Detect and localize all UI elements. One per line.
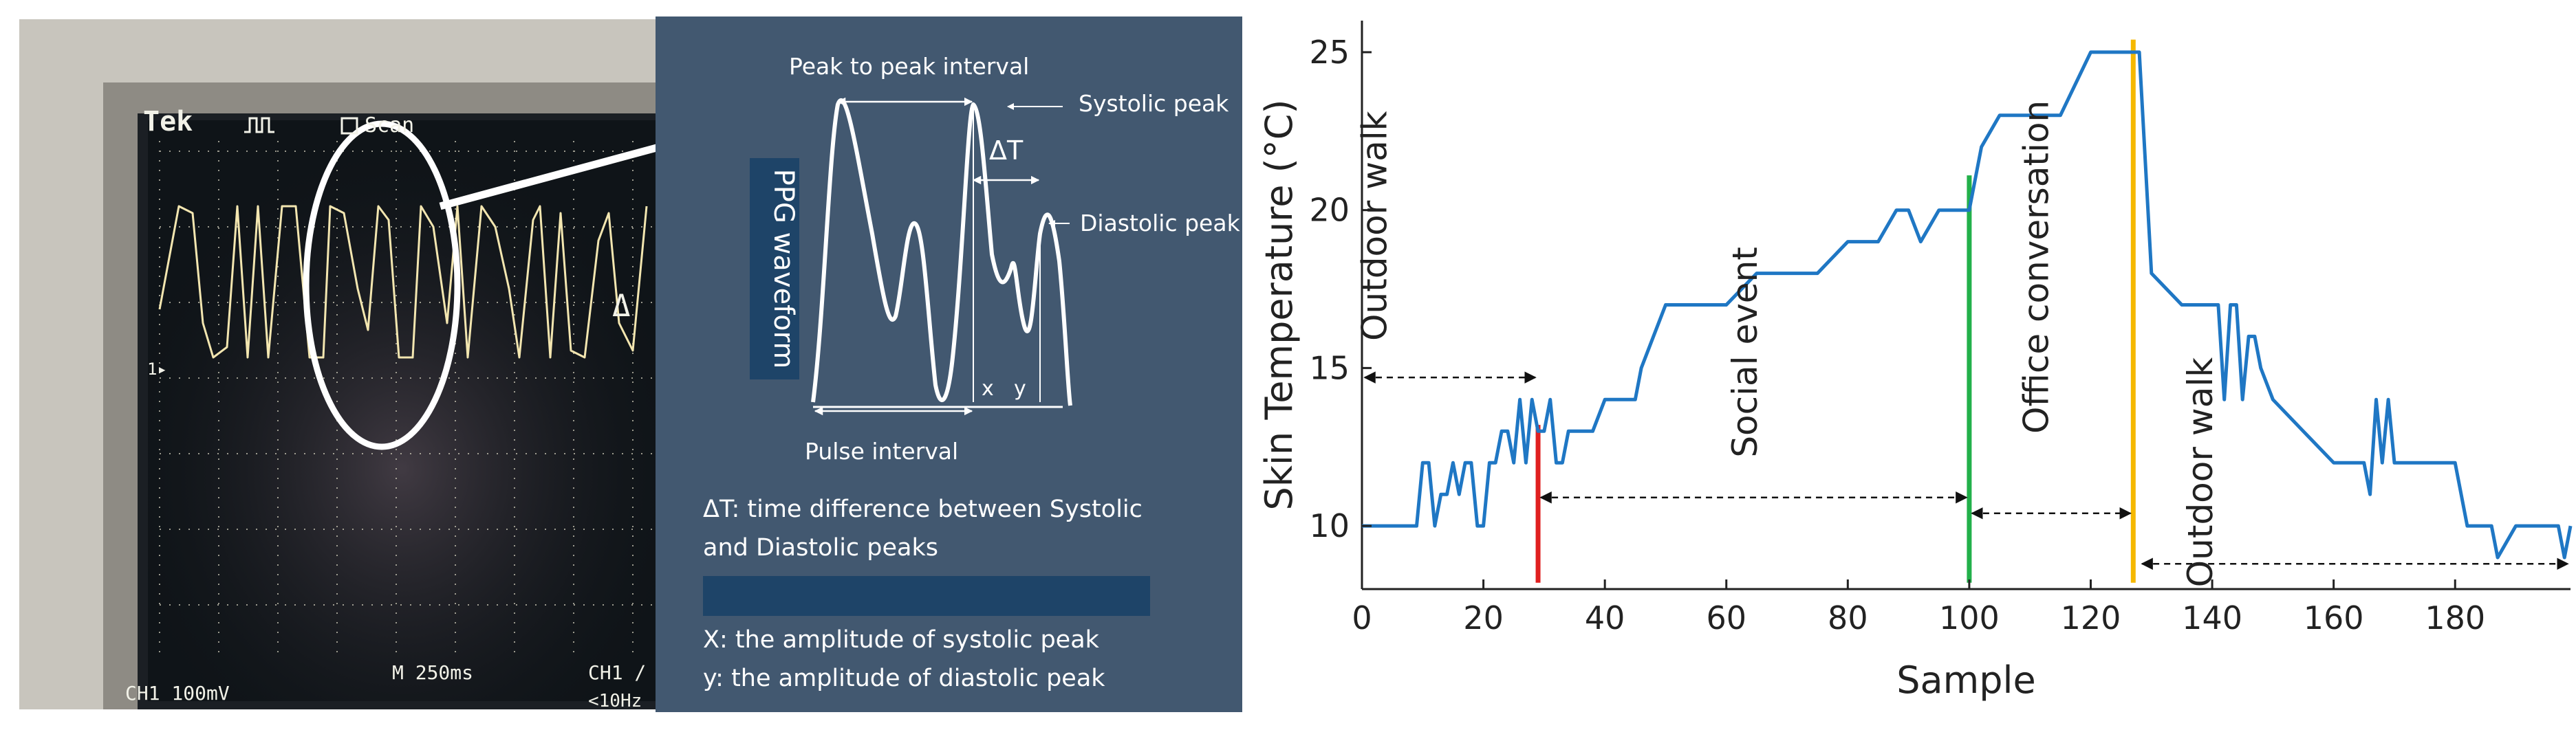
- phase-annotations: Outdoor walk Social event Office conversat…: [1354, 100, 2569, 587]
- x-tick-label: 180: [2425, 599, 2485, 637]
- screen-glare: [148, 120, 656, 701]
- delta-t-label: ΔT: [989, 135, 1024, 166]
- callout-arrow-shaft: [439, 133, 696, 210]
- y-tick-label: 20: [1309, 192, 1350, 229]
- y-tick-label: 10: [1309, 507, 1350, 544]
- desc-delta-line2: and Diastolic peaks: [703, 534, 938, 562]
- phase-label: Outdoor walk: [1354, 111, 1394, 340]
- ppg-title-box: [750, 158, 799, 379]
- oscilloscope-photo: Tek Scan 1▸ Δ CH1 100mV M 250ms CH1 ∕ <1…: [19, 19, 712, 711]
- phase-label: Office conversation: [2017, 100, 2057, 434]
- scan-checkbox-icon: [340, 117, 358, 135]
- scope-timebase: M 250ms: [392, 661, 473, 684]
- scope-trigger: CH1 ∕: [588, 661, 646, 684]
- x-axis-label: Sample: [1896, 659, 2035, 702]
- x-tick-label: 120: [2061, 599, 2121, 637]
- x-tick-label: 100: [1939, 599, 2000, 637]
- y-tick-label: 25: [1309, 34, 1350, 71]
- ppg-title: PPG waveform: [768, 169, 799, 369]
- phase-label: Outdoor walk: [2180, 357, 2220, 587]
- peak-to-peak-label: Peak to peak interval: [789, 53, 1029, 80]
- x-label: x: [982, 377, 994, 401]
- x-tick-label: 80: [1828, 599, 1868, 637]
- desc-delta-line1: ΔT: time difference between Systolic: [703, 496, 1143, 523]
- tick-labels: 0 20 40 60 80 100 120 140 160 180 10 15 20 25: [1309, 34, 2485, 637]
- ppg-diagram: PPG waveform Peak to peak interval Systo…: [656, 16, 1242, 712]
- scope-brand: Tek: [143, 106, 193, 137]
- x-tick-label: 0: [1352, 599, 1372, 637]
- ppg-waveform-curve: [811, 98, 1072, 406]
- skin-temperature-line: [1362, 50, 2573, 560]
- pulse-interval-label: Pulse interval: [805, 438, 958, 465]
- skin-temperature-chart: Outdoor walk Social event Office conversat…: [1257, 21, 2573, 702]
- chart-axes: [1361, 21, 2570, 590]
- series-group: [1362, 50, 2573, 560]
- systolic-peak-label: Systolic peak: [1079, 90, 1229, 117]
- x-tick-label: 60: [1706, 599, 1746, 637]
- event-markers: [1535, 39, 2136, 583]
- desc-x: X: the amplitude of systolic peak: [703, 626, 1100, 654]
- y-axis-label: Skin Temperature (°C): [1257, 99, 1301, 510]
- scope-mode: Scan: [365, 113, 414, 137]
- y-label: y: [1014, 377, 1026, 401]
- acquire-icon: [244, 117, 274, 133]
- y-tick-label: 15: [1309, 349, 1350, 386]
- x-tick-label: 20: [1463, 599, 1504, 637]
- phase-label: Social event: [1725, 247, 1765, 458]
- scope-trace: [158, 205, 648, 359]
- x-tick-label: 160: [2304, 599, 2364, 637]
- scope-edge-label: Δ: [612, 289, 631, 324]
- diastolic-peak-label: Diastolic peak: [1080, 210, 1241, 236]
- x-tick-label: 140: [2182, 599, 2242, 637]
- scope-ch1-scale: CH1 100mV: [125, 682, 230, 705]
- scope-filter: <10Hz: [588, 691, 642, 711]
- ch1-level-marker: 1▸: [147, 360, 167, 379]
- desc-band: [703, 576, 1150, 616]
- x-tick-label: 40: [1585, 599, 1625, 637]
- desc-y: y: the amplitude of diastolic peak: [703, 665, 1105, 692]
- highlight-ellipse: [303, 120, 461, 450]
